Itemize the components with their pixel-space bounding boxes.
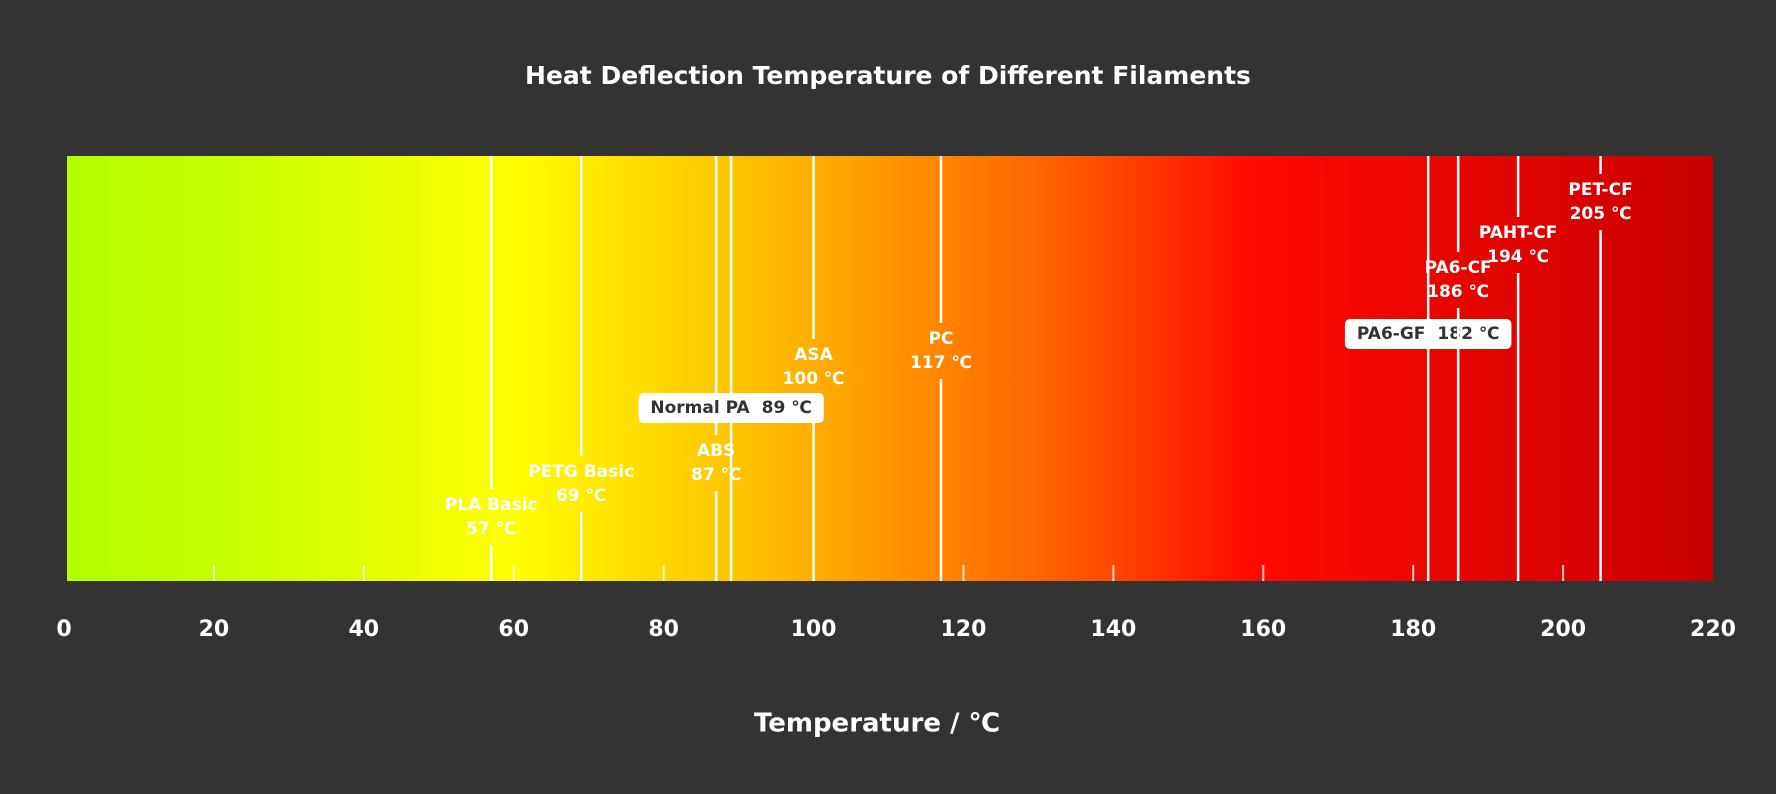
category-label: PA6-GF <box>1357 324 1426 344</box>
category-label: PLA Basic <box>445 495 538 515</box>
category-label: Normal PA <box>650 398 750 418</box>
temperature-band <box>67 156 1713 581</box>
x-axis-title: Temperature / ℃ <box>754 709 1000 739</box>
value-label: 57 ℃ <box>466 519 516 539</box>
x-tick-label: 140 <box>1090 617 1136 642</box>
label-box <box>1344 319 1512 349</box>
category-label: PET-CF <box>1568 180 1632 200</box>
x-tick-label: 100 <box>791 617 837 642</box>
category-label: ABS <box>697 441 735 461</box>
x-tick-label: 60 <box>498 617 529 642</box>
value-label: 69 ℃ <box>556 486 606 506</box>
value-label: 100 ℃ <box>783 369 845 389</box>
x-tick-label: 200 <box>1540 617 1586 642</box>
value-label: 87 ℃ <box>691 465 741 485</box>
x-tick-label: 20 <box>199 617 230 642</box>
value-label: 89 ℃ <box>762 398 812 418</box>
highlight-label: Normal PA 89 ℃ <box>638 393 824 423</box>
value-label: 194 ℃ <box>1487 247 1549 267</box>
value-label: 182 ℃ <box>1437 324 1499 344</box>
chart-title: Heat Deflection Temperature of Different… <box>525 61 1251 90</box>
category-label: PC <box>928 329 953 349</box>
x-tick-label: 160 <box>1240 617 1286 642</box>
value-label: 186 ℃ <box>1427 282 1489 302</box>
category-label: PETG Basic <box>528 462 634 482</box>
category-label: PA6-CF <box>1425 258 1492 278</box>
value-label: 205 ℃ <box>1570 204 1632 224</box>
x-tick-label: 120 <box>940 617 986 642</box>
marker-label: Normal PA 89 ℃ <box>650 398 811 418</box>
x-tick-label: 0 <box>56 617 71 642</box>
marker-label: PA6-GF 182 ℃ <box>1357 324 1500 344</box>
category-label: PAHT-CF <box>1479 223 1558 243</box>
category-label: ASA <box>794 345 833 365</box>
highlight-label: PA6-GF 182 ℃ <box>1344 319 1512 349</box>
x-tick-label: 40 <box>349 617 380 642</box>
value-label: 117 ℃ <box>910 353 972 373</box>
x-tick-label: 180 <box>1390 617 1436 642</box>
x-tick-label: 220 <box>1690 617 1736 642</box>
label-box <box>638 393 824 423</box>
x-tick-label: 80 <box>648 617 679 642</box>
